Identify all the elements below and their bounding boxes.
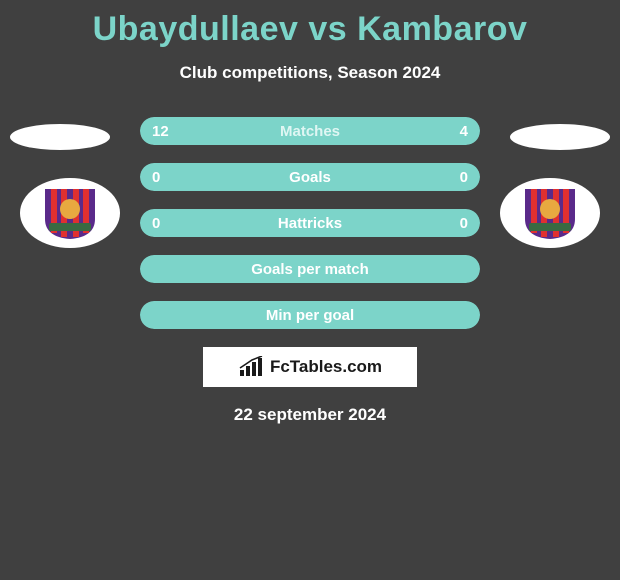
subtitle: Club competitions, Season 2024 xyxy=(0,63,620,83)
stat-label: Matches xyxy=(140,117,480,145)
brand-text: FcTables.com xyxy=(270,357,382,377)
shield-icon xyxy=(521,185,579,241)
player-placeholder-right xyxy=(510,124,610,150)
stat-label: Goals per match xyxy=(140,255,480,283)
stat-label: Min per goal xyxy=(140,301,480,329)
shield-icon xyxy=(41,185,99,241)
stat-label: Hattricks xyxy=(140,209,480,237)
stat-label: Goals xyxy=(140,163,480,191)
date-label: 22 september 2024 xyxy=(0,405,620,425)
comparison-bars: 124Matches 00Goals 00Hattricks Goals per ma… xyxy=(140,117,480,329)
stat-row: 00Hattricks xyxy=(140,209,480,237)
stat-row: Goals per match xyxy=(140,255,480,283)
stat-row: 124Matches xyxy=(140,117,480,145)
team-crest-left xyxy=(20,178,120,248)
chart-icon xyxy=(238,356,264,378)
stat-row: Min per goal xyxy=(140,301,480,329)
stat-row: 00Goals xyxy=(140,163,480,191)
team-crest-right xyxy=(500,178,600,248)
brand-box: FcTables.com xyxy=(203,347,417,387)
page-title: Ubaydullaev vs Kambarov xyxy=(0,0,620,49)
player-placeholder-left xyxy=(10,124,110,150)
